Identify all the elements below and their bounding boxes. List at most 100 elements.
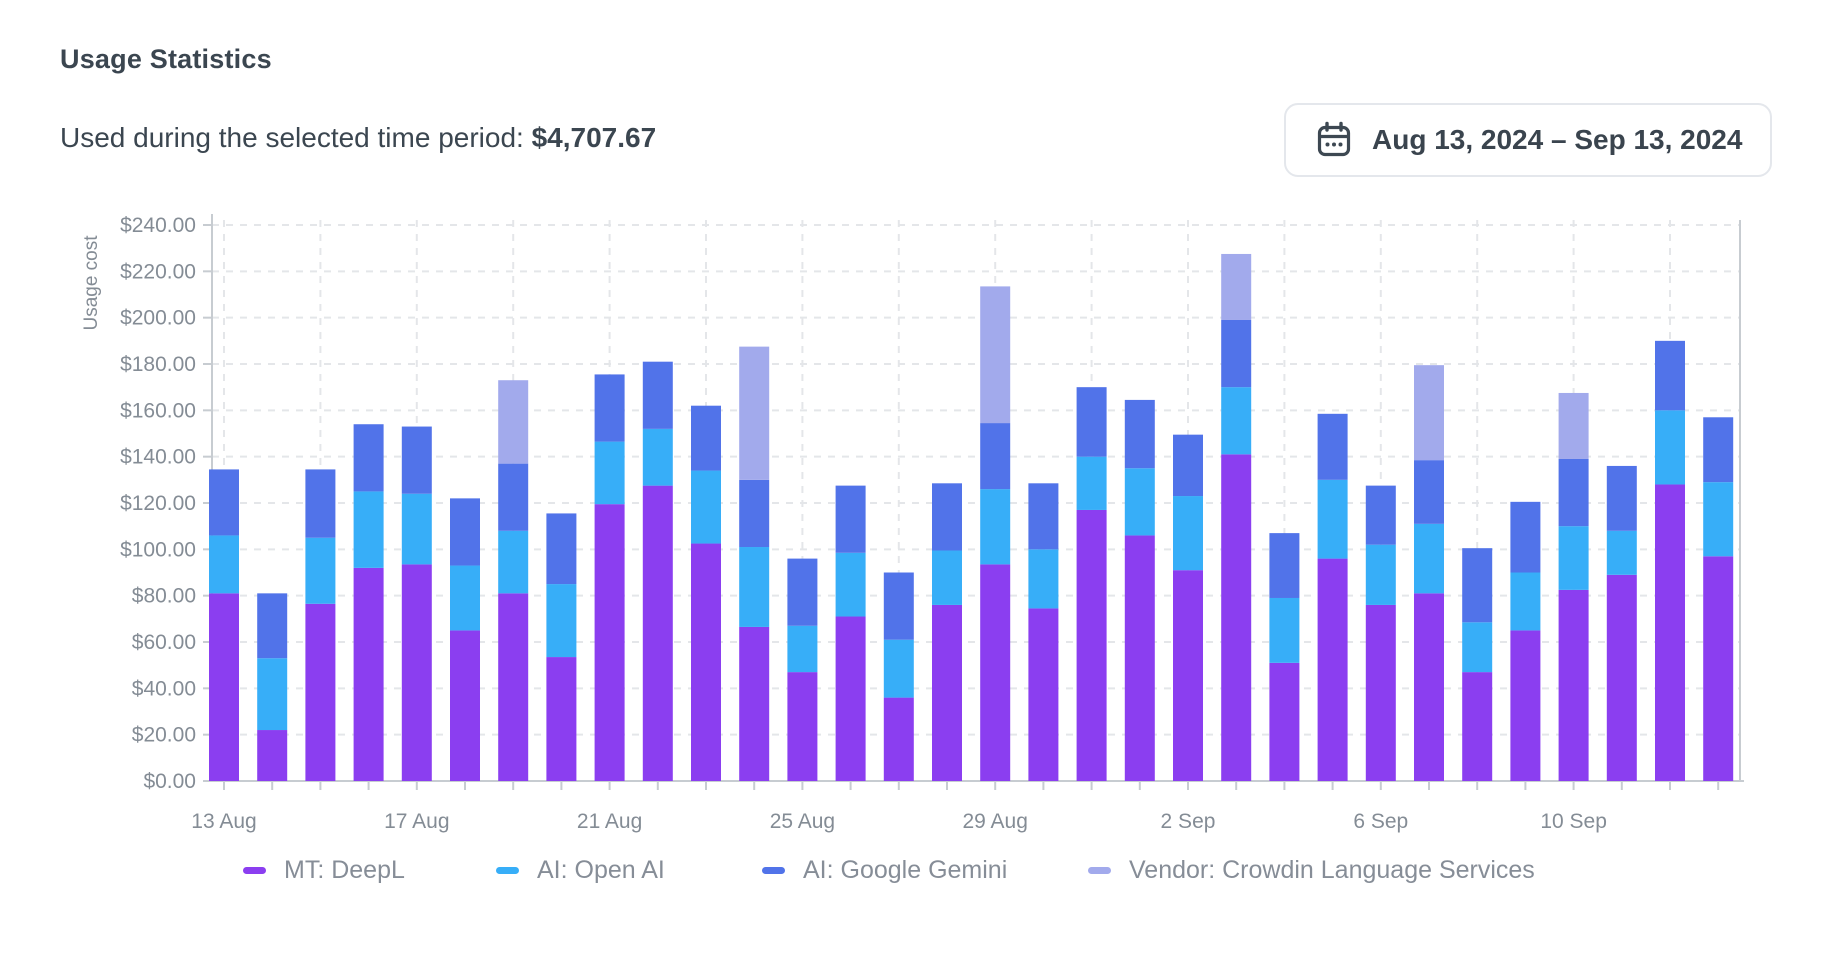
svg-text:29 Aug: 29 Aug — [962, 810, 1027, 833]
date-range-picker[interactable]: Aug 13, 2024 – Sep 13, 2024 — [1284, 103, 1772, 177]
bar-segment — [305, 537, 336, 604]
usage-summary: Used during the selected time period: $4… — [60, 122, 656, 154]
bar-segment — [739, 547, 770, 627]
bar-segment — [209, 535, 239, 594]
legend-item-ai-openai[interactable]: AI: Open AI — [496, 850, 665, 890]
bar-segment — [498, 463, 529, 531]
svg-text:$140.00: $140.00 — [120, 446, 196, 469]
bar-segment — [883, 697, 914, 781]
chart-legend: MT: DeepL AI: Open AI AI: Google Gemini … — [0, 850, 1839, 890]
bar-segment — [305, 603, 336, 781]
bar-segment — [353, 424, 384, 492]
bar-segment — [1317, 558, 1348, 781]
bar-segment — [1606, 530, 1637, 575]
bar-segment — [594, 504, 625, 781]
bar-segment — [450, 498, 480, 566]
bar-segment — [1076, 509, 1107, 781]
bar-segment — [1558, 589, 1589, 781]
bar-segment — [1462, 548, 1493, 623]
bar-segment — [1269, 533, 1300, 598]
bar-segment — [1124, 535, 1155, 781]
svg-text:10 Sep: 10 Sep — [1540, 810, 1607, 833]
bar-segment — [1462, 622, 1493, 673]
bar-segment — [883, 639, 914, 698]
svg-text:$40.00: $40.00 — [132, 677, 196, 700]
usage-summary-label: Used during the selected time period: — [60, 122, 524, 153]
legend-item-ai-google-gemini[interactable]: AI: Google Gemini — [762, 850, 1007, 890]
svg-text:25 Aug: 25 Aug — [770, 810, 835, 833]
bar-segment — [980, 564, 1011, 781]
bar-segment — [932, 550, 962, 605]
bar-segment — [1558, 458, 1589, 527]
bar-segment — [1655, 410, 1685, 485]
legend-swatch-ai-google-gemini — [762, 866, 785, 874]
bar-segment — [257, 730, 288, 781]
bar-segment — [932, 604, 962, 781]
bar-segment — [691, 470, 721, 544]
bar-segment — [401, 564, 432, 781]
bar-segment — [1365, 485, 1396, 545]
svg-text:21 Aug: 21 Aug — [577, 810, 642, 833]
legend-swatch-vendor-crowdin — [1088, 866, 1111, 874]
bar-segment — [1414, 593, 1444, 781]
bar-segment — [1173, 434, 1203, 497]
bar-segment — [546, 584, 577, 658]
bar-segment — [1510, 630, 1541, 781]
svg-text:$20.00: $20.00 — [132, 724, 196, 747]
usage-summary-amount: $4,707.67 — [531, 122, 657, 153]
legend-item-mt-deepl[interactable]: MT: DeepL — [243, 850, 405, 890]
bar-segment — [787, 672, 818, 781]
bar-segment — [257, 593, 288, 659]
bar-segment — [1703, 556, 1734, 781]
legend-swatch-mt-deepl — [243, 866, 266, 874]
bar-segment — [1414, 365, 1444, 461]
svg-text:$0.00: $0.00 — [143, 770, 196, 793]
bar-segment — [1221, 253, 1252, 320]
bar-segment — [739, 346, 770, 480]
legend-label: AI: Google Gemini — [803, 855, 1008, 884]
bar-segment — [1124, 468, 1155, 536]
bar-segment — [642, 428, 673, 486]
bar-segment — [209, 469, 239, 536]
svg-text:$240.00: $240.00 — [120, 214, 196, 237]
bar-segment — [739, 626, 770, 781]
svg-text:Usage cost: Usage cost — [81, 235, 102, 331]
bar-segment — [498, 593, 529, 781]
bar-segment — [787, 558, 818, 626]
bar-segment — [546, 513, 577, 585]
svg-text:$60.00: $60.00 — [132, 631, 196, 654]
bar-segment — [1655, 484, 1685, 781]
bar-segment — [1076, 456, 1107, 510]
bar-segment — [353, 567, 384, 781]
bar-segment — [594, 441, 625, 505]
svg-text:$100.00: $100.00 — [120, 538, 196, 561]
bar-segment — [1558, 392, 1589, 459]
bar-segment — [691, 543, 721, 781]
bar-segment — [1510, 501, 1541, 573]
calendar-icon — [1316, 121, 1352, 159]
bar-segment — [1076, 387, 1107, 457]
legend-label: AI: Open AI — [537, 855, 665, 884]
bar-segment — [1221, 319, 1252, 388]
bar-segment — [691, 405, 721, 471]
bar-segment — [498, 530, 529, 594]
legend-item-vendor-crowdin[interactable]: Vendor: Crowdin Language Services — [1088, 850, 1535, 890]
bar-segment — [1606, 465, 1637, 531]
svg-text:$200.00: $200.00 — [120, 307, 196, 330]
bar-segment — [835, 552, 866, 617]
bar-segment — [401, 493, 432, 565]
bar-segment — [450, 630, 480, 781]
bar-segment — [1028, 549, 1059, 609]
bar-segment — [1703, 417, 1734, 483]
bar-segment — [1655, 340, 1685, 411]
bar-segment — [1414, 460, 1444, 524]
bar-segment — [1317, 413, 1348, 480]
bar-segment — [980, 489, 1011, 565]
svg-text:17 Aug: 17 Aug — [384, 810, 449, 833]
bar-segment — [1703, 482, 1734, 557]
bar-segment — [980, 423, 1011, 490]
bar-segment — [353, 491, 384, 568]
legend-swatch-ai-openai — [496, 866, 519, 874]
bar-segment — [1269, 597, 1300, 663]
